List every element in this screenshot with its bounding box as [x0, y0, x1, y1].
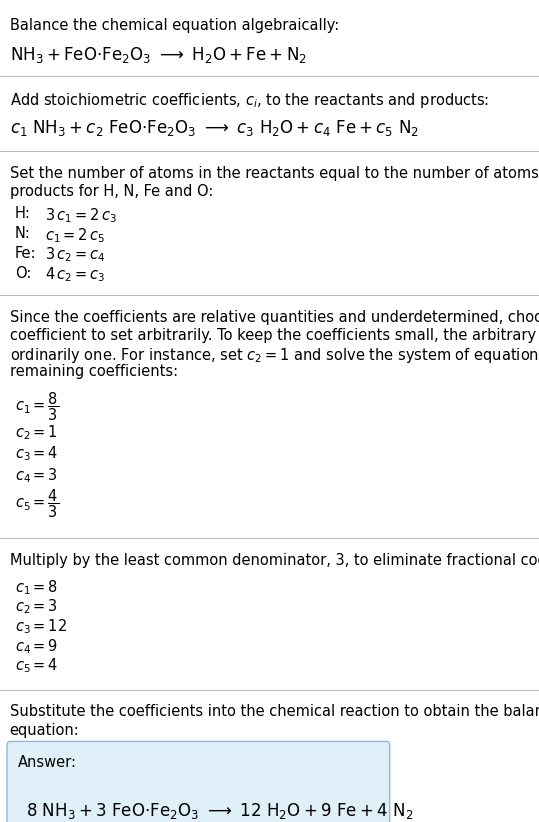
- Text: $c_1\ \mathrm{NH_3} + c_2\ \mathrm{FeO{\cdot}Fe_2O_3} \ \longrightarrow \ c_3\ \: $c_1\ \mathrm{NH_3} + c_2\ \mathrm{FeO{\…: [10, 118, 419, 138]
- Text: $c_1 = 8$: $c_1 = 8$: [15, 578, 58, 597]
- Text: ordinarily one. For instance, set $c_2 = 1$ and solve the system of equations fo: ordinarily one. For instance, set $c_2 =…: [10, 346, 539, 365]
- Text: O:: O:: [15, 266, 31, 280]
- Text: $3\,c_2 = c_4$: $3\,c_2 = c_4$: [45, 246, 105, 265]
- Text: N:: N:: [15, 226, 31, 241]
- Text: $c_4 = 9$: $c_4 = 9$: [15, 637, 58, 656]
- Text: $c_2 = 1$: $c_2 = 1$: [15, 423, 58, 442]
- Text: Since the coefficients are relative quantities and underdetermined, choose a: Since the coefficients are relative quan…: [10, 310, 539, 325]
- Text: Set the number of atoms in the reactants equal to the number of atoms in the: Set the number of atoms in the reactants…: [10, 166, 539, 181]
- Text: Add stoichiometric coefficients, $c_i$, to the reactants and products:: Add stoichiometric coefficients, $c_i$, …: [10, 91, 489, 110]
- Text: $8\ \mathrm{NH_3} + 3\ \mathrm{FeO{\cdot}Fe_2O_3} \ \longrightarrow \ 12\ \mathr: $8\ \mathrm{NH_3} + 3\ \mathrm{FeO{\cdot…: [26, 801, 413, 821]
- Text: $c_3 = 12$: $c_3 = 12$: [15, 617, 67, 636]
- Text: Answer:: Answer:: [18, 755, 77, 770]
- Text: $c_2 = 3$: $c_2 = 3$: [15, 598, 58, 616]
- Text: $4\,c_2 = c_3$: $4\,c_2 = c_3$: [45, 266, 105, 284]
- Text: $c_5 = 4$: $c_5 = 4$: [15, 657, 58, 676]
- Text: coefficient to set arbitrarily. To keep the coefficients small, the arbitrary va: coefficient to set arbitrarily. To keep …: [10, 328, 539, 343]
- Text: H:: H:: [15, 206, 31, 221]
- Text: $c_4 = 3$: $c_4 = 3$: [15, 466, 58, 485]
- FancyBboxPatch shape: [7, 741, 390, 822]
- Text: Balance the chemical equation algebraically:: Balance the chemical equation algebraica…: [10, 18, 339, 33]
- Text: $\mathrm{NH_3 + FeO{\cdot}Fe_2O_3 \ \longrightarrow \ H_2O + Fe + N_2}$: $\mathrm{NH_3 + FeO{\cdot}Fe_2O_3 \ \lon…: [10, 45, 307, 65]
- Text: Substitute the coefficients into the chemical reaction to obtain the balanced: Substitute the coefficients into the che…: [10, 704, 539, 719]
- Text: Multiply by the least common denominator, 3, to eliminate fractional coefficient: Multiply by the least common denominator…: [10, 553, 539, 568]
- Text: $c_5 = \dfrac{4}{3}$: $c_5 = \dfrac{4}{3}$: [15, 487, 59, 520]
- Text: $3\,c_1 = 2\,c_3$: $3\,c_1 = 2\,c_3$: [45, 206, 117, 225]
- Text: $c_1 = \dfrac{8}{3}$: $c_1 = \dfrac{8}{3}$: [15, 390, 59, 423]
- Text: Fe:: Fe:: [15, 246, 37, 261]
- Text: products for H, N, Fe and O:: products for H, N, Fe and O:: [10, 184, 213, 199]
- Text: $c_3 = 4$: $c_3 = 4$: [15, 445, 58, 464]
- Text: equation:: equation:: [10, 723, 79, 737]
- Text: $c_1 = 2\,c_5$: $c_1 = 2\,c_5$: [45, 226, 105, 245]
- Text: remaining coefficients:: remaining coefficients:: [10, 364, 178, 379]
